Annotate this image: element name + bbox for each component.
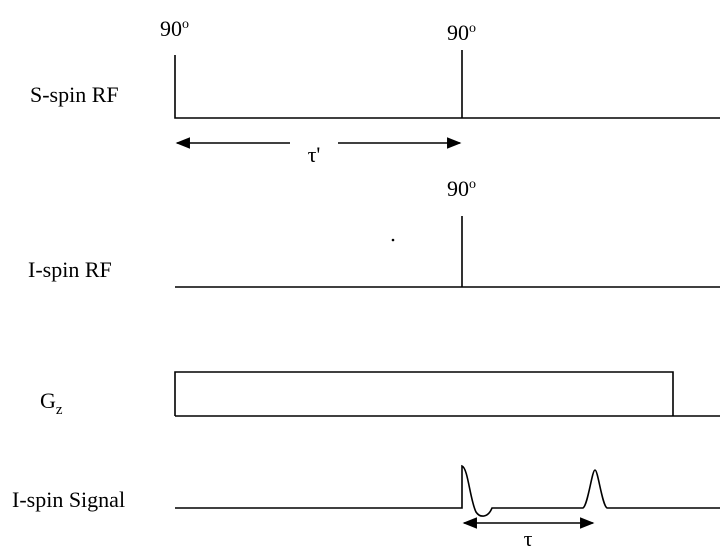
s-spin-line (174, 50, 720, 119)
pulse-angle: 90 (447, 176, 469, 201)
gradient-axis: z (56, 402, 63, 418)
pulse-degree: o (182, 17, 189, 32)
pulse-degree: o (469, 177, 476, 192)
delay-label: τ (524, 526, 533, 550)
gradient-symbol: G (40, 388, 56, 413)
pulse-label: 90o (160, 16, 189, 41)
pulse-label: 90o (447, 176, 476, 201)
row-label: I-spin Signal (12, 487, 125, 512)
pulse-degree: o (469, 21, 476, 36)
signal-line (175, 464, 720, 517)
delay-label: τ' (308, 142, 321, 167)
row-label: I-spin RF (28, 257, 112, 282)
i-spin-line (175, 216, 720, 288)
dot (391, 238, 395, 242)
pulse-angle: 90 (447, 20, 469, 45)
pulse-angle: 90 (160, 16, 182, 41)
gradient-line (174, 371, 720, 417)
row-label: S-spin RF (30, 82, 119, 107)
pulse-label: 90o (447, 20, 476, 45)
row-label: Gz (40, 388, 63, 418)
